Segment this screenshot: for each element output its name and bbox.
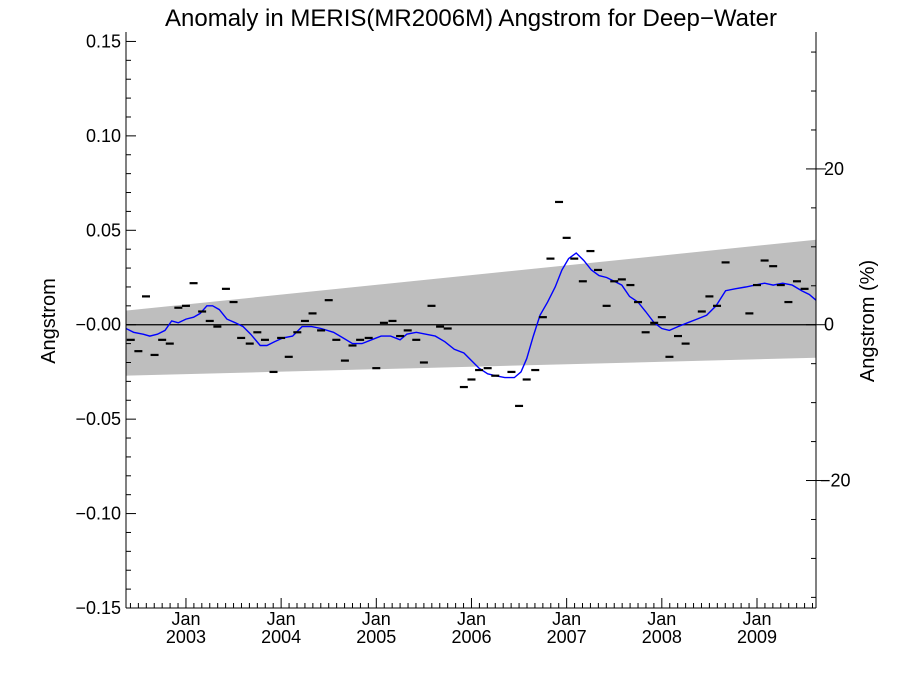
y-tick-label: −0.15 [75, 598, 121, 618]
x-tick-month-label: Jan [742, 609, 771, 629]
x-tick-year-label: 2004 [261, 627, 301, 647]
y-right-tick-label: 0 [824, 315, 834, 335]
y-right-tick-label: −20 [820, 471, 851, 491]
y-tick-label: 0.05 [86, 220, 121, 240]
x-tick-month-label: Jan [267, 609, 296, 629]
smoothed-line [125, 252, 817, 379]
y-tick-label: −0.10 [75, 504, 121, 524]
y-tick-label: −0.05 [75, 409, 121, 429]
y-tick-label: 0.10 [86, 126, 121, 146]
x-tick-month-label: Jan [552, 609, 581, 629]
y-tick-label: −0.00 [75, 315, 121, 335]
x-tick-year-label: 2007 [547, 627, 587, 647]
uncertainty-band [126, 239, 816, 376]
x-tick-month-label: Jan [171, 609, 200, 629]
x-tick-year-label: 2005 [356, 627, 396, 647]
x-tick-year-label: 2008 [642, 627, 682, 647]
y-axis-title-right: Angstrom (%) [857, 260, 879, 382]
x-tick-year-label: 2009 [737, 627, 777, 647]
monthly-markers-layer [126, 200, 809, 408]
axes-layer: 0.15 0.10 0.05 −0.00 −0.05 −0.10 −0.15 20 0 −20 Ja… [75, 31, 850, 647]
x-tick-month-label: Jan [362, 609, 391, 629]
x-tick-year-label: 2006 [451, 627, 491, 647]
uncertainty-band-layer [126, 239, 816, 376]
x-tick-month-label: Jan [647, 609, 676, 629]
y-tick-label: 0.15 [86, 31, 121, 51]
y-right-tick-label: 20 [824, 159, 844, 179]
smoothed-line-layer [125, 252, 817, 379]
chart-title: Anomaly in MERIS(MR2006M) Angstrom for D… [165, 5, 777, 32]
y-axis-title-left: Angstrom [38, 278, 60, 364]
x-tick-year-label: 2003 [166, 627, 206, 647]
x-tick-month-label: Jan [457, 609, 486, 629]
